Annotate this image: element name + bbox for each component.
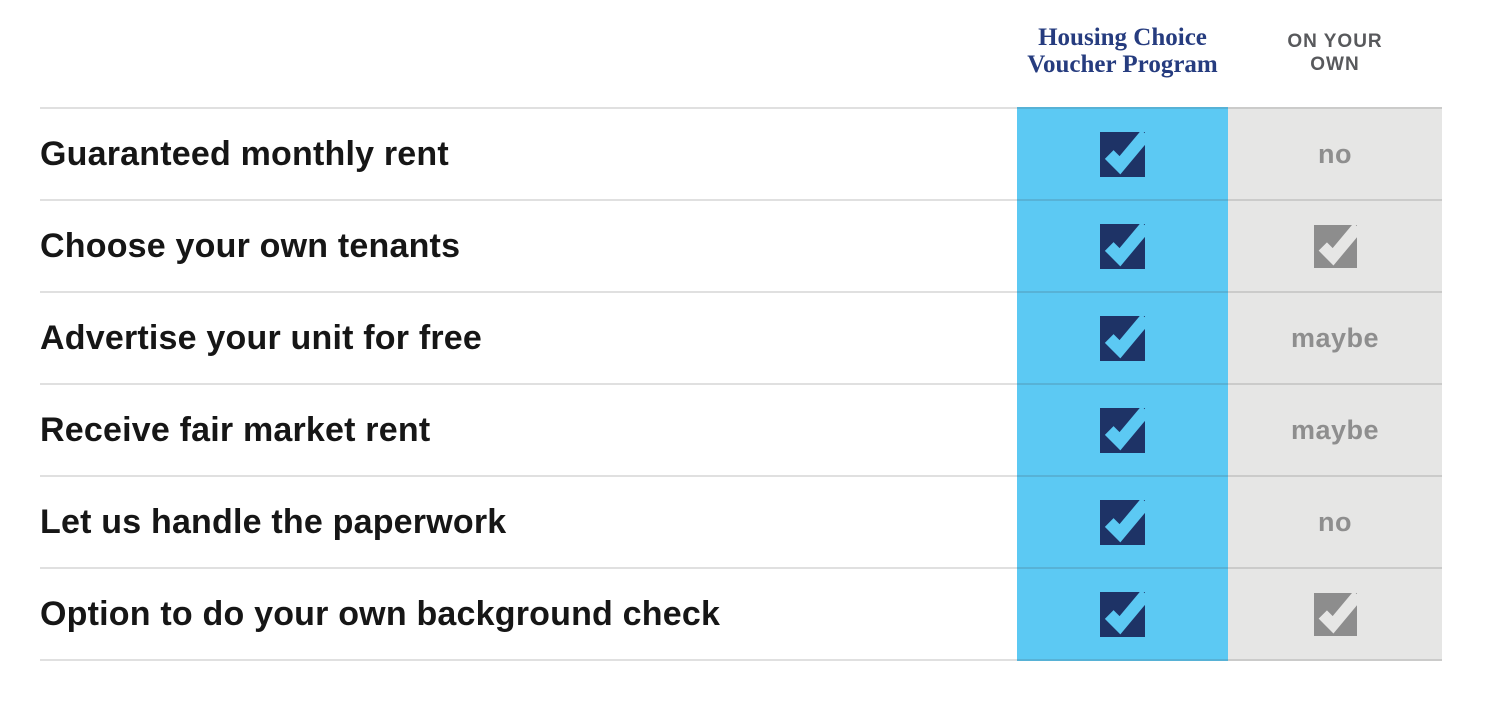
- row-divider: [40, 475, 1442, 477]
- check-icon: [1100, 407, 1145, 453]
- table-row: Receive fair market rent maybe: [40, 385, 1442, 475]
- table-row: Option to do your own background check: [40, 569, 1442, 659]
- own-value: no: [1318, 506, 1352, 537]
- program-cell: [1017, 499, 1228, 545]
- check-icon: [1313, 592, 1357, 636]
- own-cell: no: [1228, 507, 1442, 538]
- check-icon: [1100, 315, 1145, 361]
- own-value: maybe: [1290, 414, 1380, 445]
- row-label: Guaranteed monthly rent: [40, 134, 449, 173]
- own-value: maybe: [1290, 322, 1380, 353]
- own-value: no: [1318, 138, 1352, 169]
- row-label: Choose your own tenants: [40, 226, 461, 265]
- row-divider: [40, 291, 1442, 293]
- row-label: Advertise your unit for free: [40, 318, 483, 357]
- table-row: Choose your own tenants: [40, 201, 1442, 291]
- table-row: Let us handle the paperwork no: [40, 477, 1442, 567]
- row-label: Option to do your own background check: [40, 594, 721, 633]
- check-icon: [1100, 499, 1145, 545]
- row-divider: [40, 659, 1442, 661]
- check-icon: [1313, 224, 1357, 268]
- program-cell: [1017, 591, 1228, 637]
- own-column-band: [1228, 107, 1442, 661]
- program-cell: [1017, 131, 1228, 177]
- row-divider: [40, 199, 1442, 201]
- program-cell: [1017, 223, 1228, 269]
- column-header-program: Housing Choice Voucher Program: [1027, 24, 1218, 78]
- own-cell: maybe: [1228, 323, 1442, 354]
- column-header-own: ON YOUR OWN: [1287, 31, 1383, 75]
- program-cell: [1017, 315, 1228, 361]
- check-icon: [1100, 223, 1145, 269]
- row-divider: [40, 567, 1442, 569]
- own-cell: [1228, 224, 1442, 268]
- check-icon: [1100, 131, 1145, 177]
- program-column-band: [1017, 107, 1228, 661]
- check-icon: [1100, 591, 1145, 637]
- row-label: Let us handle the paperwork: [40, 502, 507, 541]
- own-cell: maybe: [1228, 415, 1442, 446]
- table-row: Advertise your unit for free maybe: [40, 293, 1442, 383]
- row-divider: [40, 383, 1442, 385]
- program-cell: [1017, 407, 1228, 453]
- own-cell: [1228, 592, 1442, 636]
- row-label: Receive fair market rent: [40, 410, 431, 449]
- table-row: Guaranteed monthly rent no: [40, 109, 1442, 199]
- row-divider: [40, 107, 1442, 109]
- own-cell: no: [1228, 139, 1442, 170]
